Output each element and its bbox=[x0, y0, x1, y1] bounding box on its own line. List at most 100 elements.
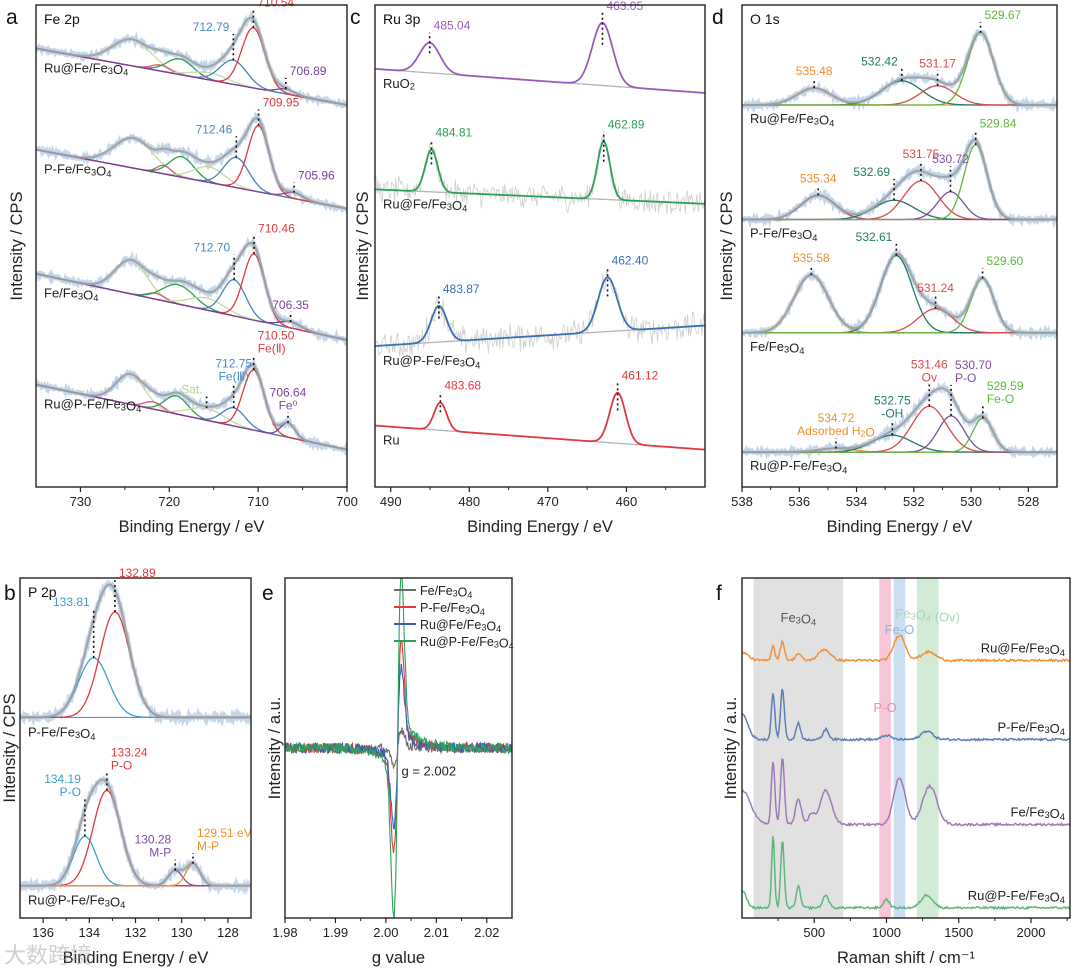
band-0 bbox=[754, 578, 844, 918]
peak-label: Ov bbox=[922, 370, 937, 384]
fit-line bbox=[375, 277, 705, 346]
peak-label: 531.17 bbox=[919, 57, 956, 71]
legend-label: P-Fe/Fe3O4 bbox=[420, 601, 485, 617]
x-tick-label: 530 bbox=[960, 494, 982, 509]
peak-label: 530.72 bbox=[932, 152, 969, 166]
sample-label: Ru@Fe/Fe3O4 bbox=[44, 60, 128, 77]
peak-label: 705.96 bbox=[298, 168, 335, 182]
peak-label: 535.48 bbox=[796, 64, 833, 78]
peak-label: 709.95 bbox=[263, 95, 300, 109]
legend-label: Ru@P-Fe/Fe3O4 bbox=[420, 635, 514, 651]
raw-data-line bbox=[375, 271, 705, 357]
x-tick-label: 534 bbox=[846, 494, 868, 509]
peak-label: Fe⁰ bbox=[279, 398, 298, 412]
peak-label: 532.61 bbox=[856, 230, 893, 244]
peak-label: 483.68 bbox=[444, 379, 481, 393]
peak-label: 535.58 bbox=[793, 251, 830, 265]
figure: 712.79710.54706.89Ru@Fe/Fe3O4712.46709.9… bbox=[0, 0, 1074, 971]
y-axis-label: Intensity / CPS bbox=[354, 191, 372, 300]
component-peak bbox=[742, 33, 1057, 105]
peak-label: 461.12 bbox=[622, 369, 659, 383]
panel-e: Fe/Fe3O4P-Fe/Fe3O4Ru@Fe/Fe3O4Ru@P-Fe/Fe3… bbox=[262, 577, 514, 967]
x-axis-label: Binding Energy / eV bbox=[119, 518, 265, 536]
sample-label: Ru@P-Fe/Fe3O4 bbox=[28, 893, 125, 910]
sample-label: Ru bbox=[383, 433, 400, 448]
peak-label: P-O bbox=[955, 371, 976, 385]
peak-label: 706.89 bbox=[290, 64, 327, 78]
y-axis-label: Intensity / CPS bbox=[1, 693, 19, 802]
peak-label: Fe-O bbox=[987, 392, 1014, 406]
x-tick-label: 2.00 bbox=[373, 925, 398, 940]
peak-label: 529.60 bbox=[987, 254, 1024, 268]
x-tick-label: 536 bbox=[788, 494, 810, 509]
peak-label: 531.24 bbox=[917, 281, 954, 295]
plot-area bbox=[375, 23, 705, 450]
peak-label: 532.42 bbox=[861, 55, 898, 69]
envelope-line bbox=[742, 32, 1057, 105]
panel-f: Ru@Fe/Fe3O4P-Fe/Fe3O4Fe/Fe3O4Ru@P-Fe/Fe3… bbox=[716, 578, 1070, 967]
band-label: Fe-O bbox=[885, 622, 915, 637]
panel-title: Ru 3p bbox=[383, 11, 421, 27]
sample-label: P-Fe/Fe3O4 bbox=[750, 225, 818, 242]
peak-label: 712.46 bbox=[196, 122, 233, 136]
raw-data-line bbox=[742, 138, 1057, 221]
panel-title: Fe 2p bbox=[44, 11, 80, 27]
peak-label: 531.46 bbox=[911, 357, 948, 371]
sample-label: RuO2 bbox=[383, 76, 415, 92]
watermark: 大数跨境 bbox=[4, 938, 92, 970]
component-peak bbox=[20, 612, 251, 717]
panel-d: 535.48532.42 531.17529.67Ru@Fe/Fe3O4535.3… bbox=[712, 5, 1057, 536]
peak-label: P-O bbox=[60, 785, 81, 799]
x-tick-label: 1.99 bbox=[323, 925, 348, 940]
peak-label: 530.70 bbox=[955, 358, 992, 372]
sample-label: Ru@Fe/Fe3O4 bbox=[981, 640, 1065, 657]
peak-label: 485.04 bbox=[434, 19, 471, 33]
panel-title: P 2p bbox=[28, 584, 57, 600]
sample-label: Ru@Fe/Fe3O4 bbox=[383, 196, 467, 213]
peak-label: 133.24 bbox=[111, 745, 148, 759]
peak-label: 712.79 bbox=[193, 20, 230, 34]
peak-label: 712.75 bbox=[215, 357, 252, 371]
y-axis-label: Intensity / a.u. bbox=[722, 697, 740, 800]
peak-label: 712.70 bbox=[193, 241, 230, 255]
raw-data-line bbox=[742, 32, 1057, 107]
x-axis-label: Binding Energy / eV bbox=[827, 518, 973, 536]
sample-label: P-Fe/Fe3O4 bbox=[28, 724, 96, 741]
sample-label: Fe/Fe3O4 bbox=[750, 339, 805, 356]
plot-frame bbox=[375, 5, 705, 487]
peak-label: Fe(Ⅲ) bbox=[219, 370, 249, 384]
peak-label: Fe(Ⅱ) bbox=[258, 341, 286, 355]
peak-label: 133.81 bbox=[53, 595, 90, 609]
panel-title: O 1s bbox=[750, 11, 780, 27]
x-tick-label: 532 bbox=[903, 494, 925, 509]
legend-label: Ru@Fe/Fe3O4 bbox=[420, 618, 501, 634]
x-tick-label: 730 bbox=[70, 494, 92, 509]
peak-label: 484.81 bbox=[435, 126, 472, 140]
peak-label: M-P bbox=[149, 846, 171, 860]
peak-label: 463.05 bbox=[606, 0, 643, 13]
panel-letter: b bbox=[4, 582, 16, 605]
peak-label: 462.89 bbox=[608, 118, 645, 132]
x-tick-label: 538 bbox=[731, 494, 753, 509]
peak-label: 462.40 bbox=[612, 253, 649, 267]
sample-label: Ru@P-Fe/Fe3O4 bbox=[44, 397, 141, 414]
y-axis-label: Intensity / a.u. bbox=[266, 697, 284, 800]
x-tick-label: 2.01 bbox=[424, 925, 449, 940]
x-axis-label: g value bbox=[372, 949, 425, 967]
peak-label: 529.84 bbox=[980, 116, 1017, 130]
sample-label: Fe/Fe3O4 bbox=[1011, 805, 1066, 822]
sample-label: P-Fe/Fe3O4 bbox=[44, 162, 112, 179]
x-tick-label: 720 bbox=[158, 494, 180, 509]
peak-label: 532.75 bbox=[874, 394, 911, 408]
x-tick-label: 700 bbox=[336, 494, 358, 509]
fit-line bbox=[375, 393, 705, 450]
panel-letter: a bbox=[6, 6, 18, 29]
sample-label: Ru@P-Fe/Fe3O4 bbox=[968, 888, 1065, 905]
peak-label: 483.87 bbox=[443, 282, 480, 296]
y-axis-label: Intensity / CPS bbox=[718, 191, 736, 300]
peak-label: 129.51 eV bbox=[197, 826, 252, 840]
sample-label: Ru@Fe/Fe3O4 bbox=[750, 111, 834, 128]
peak-label: 134.19 bbox=[44, 772, 81, 786]
x-tick-label: 490 bbox=[380, 494, 402, 509]
panel-letter: c bbox=[350, 6, 361, 29]
